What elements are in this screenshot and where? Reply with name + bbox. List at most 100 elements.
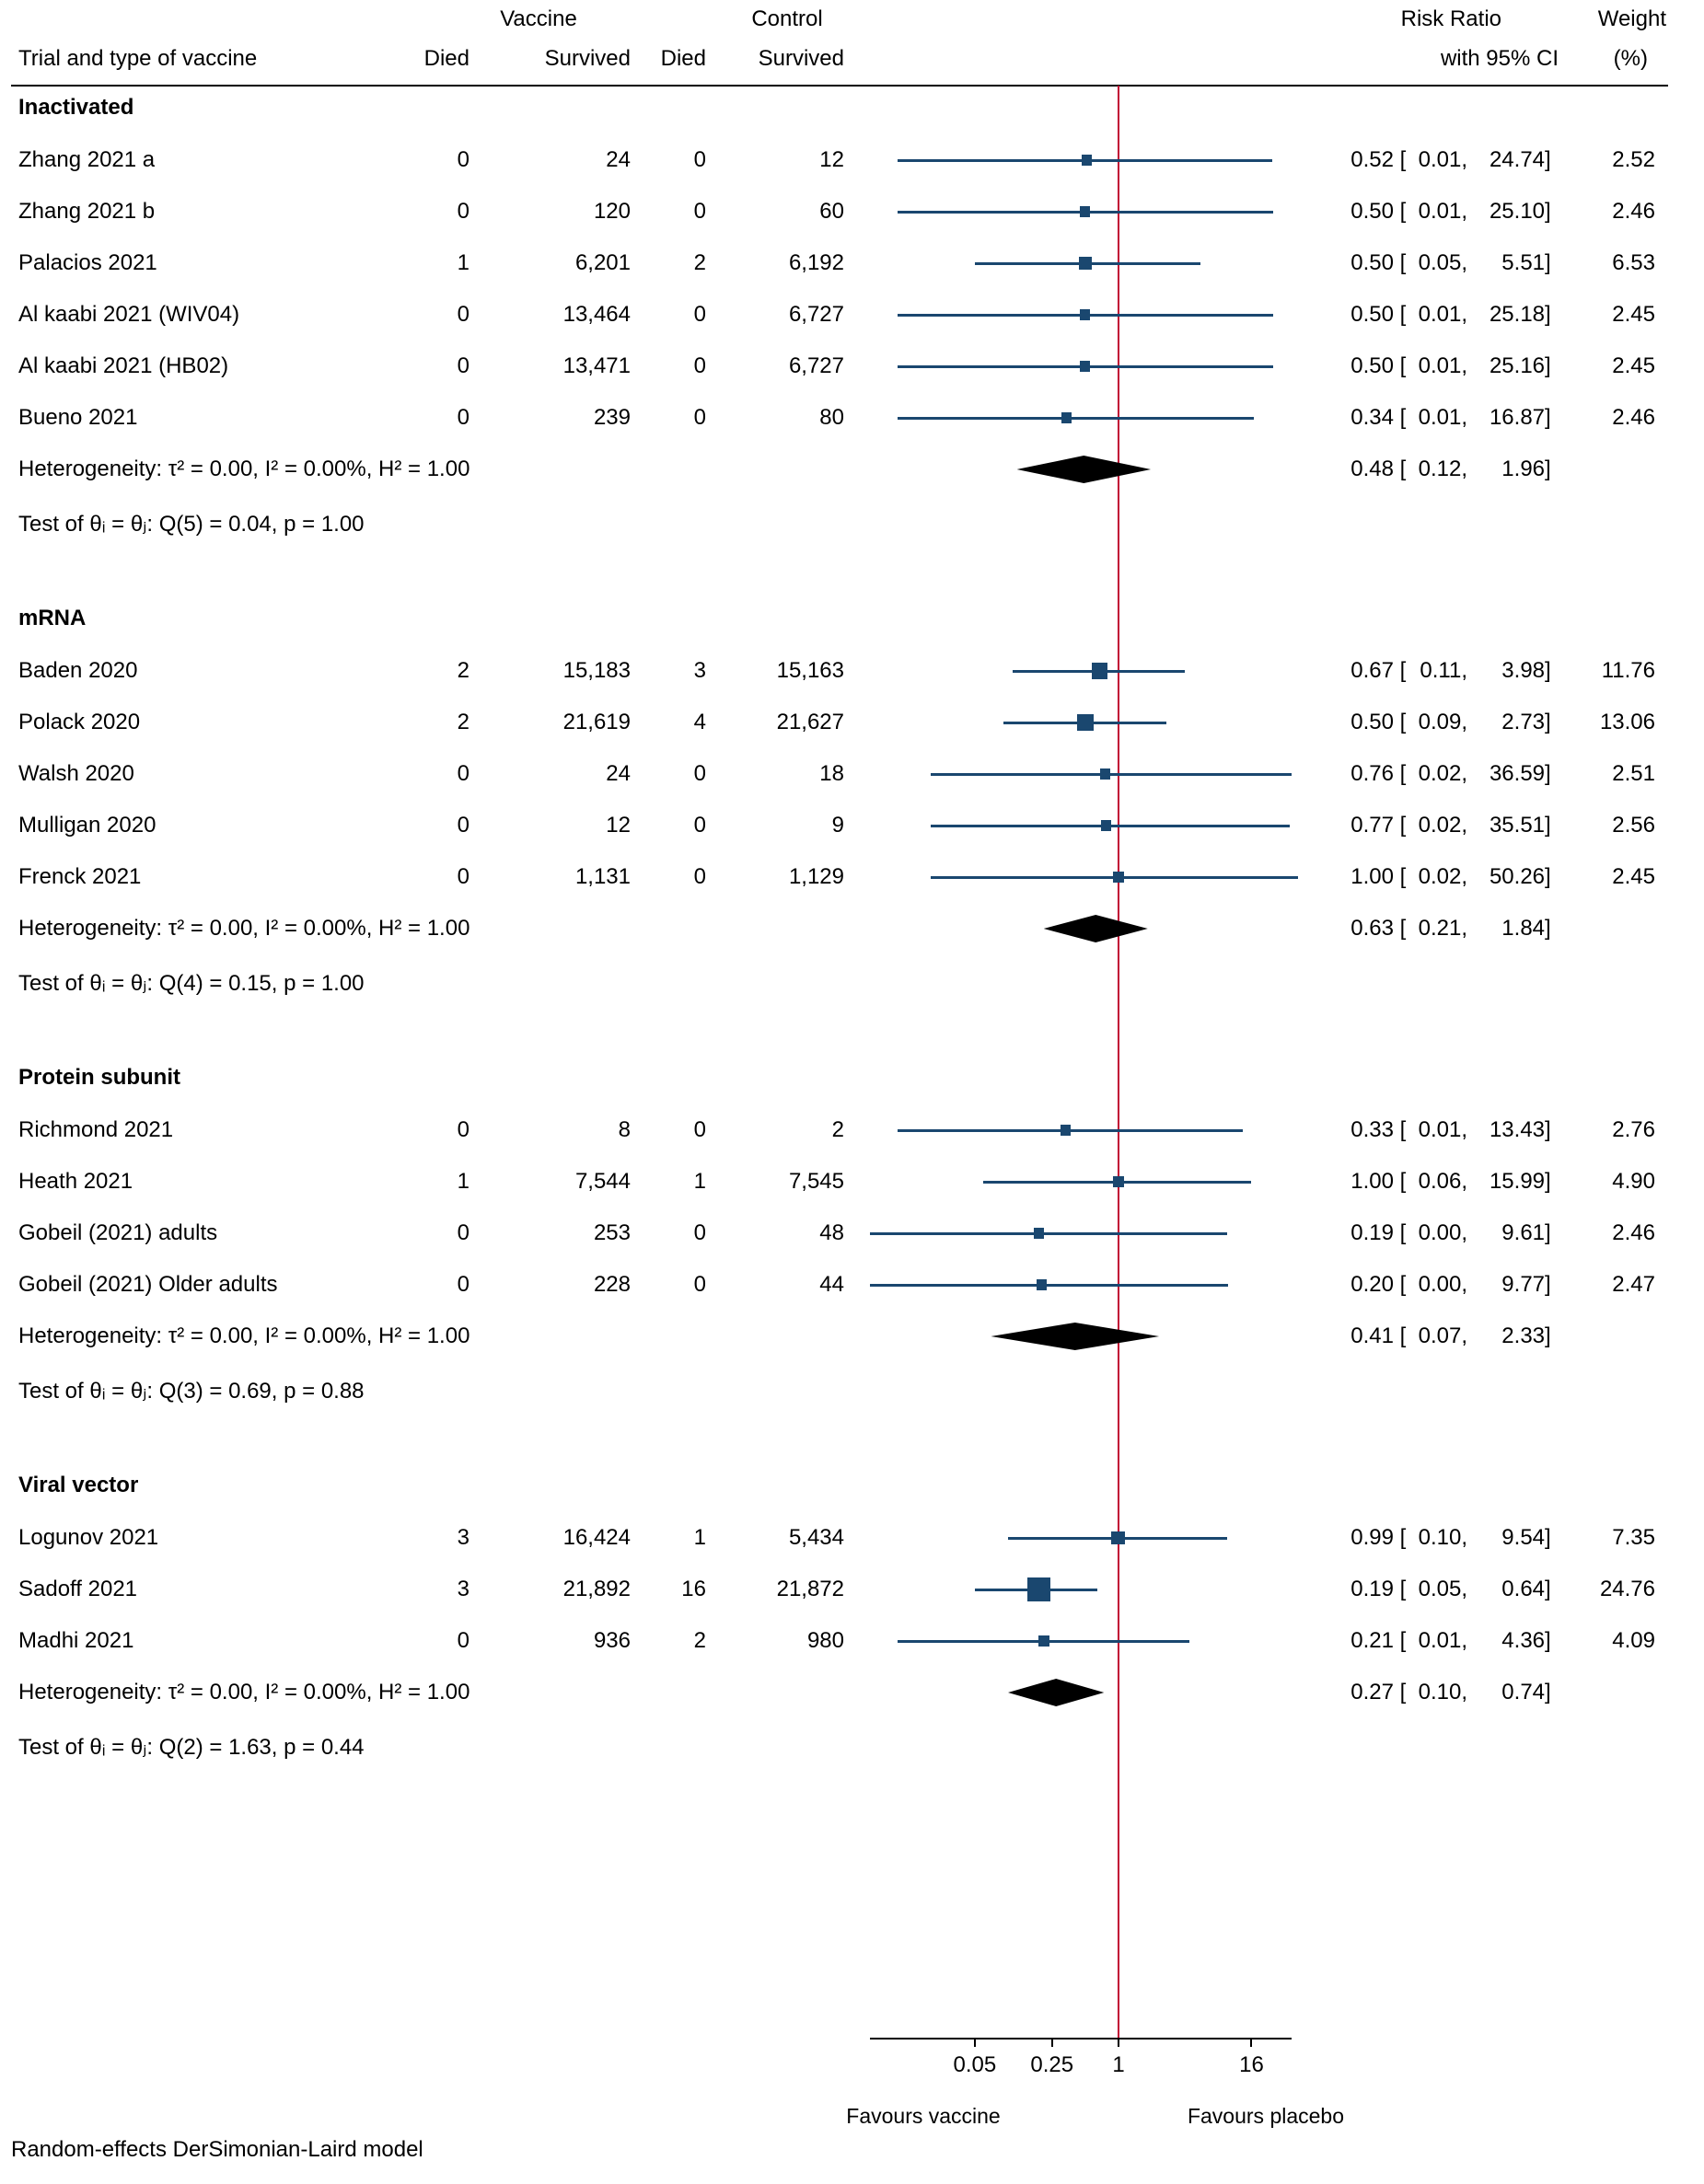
col-header-vaccine: Vaccine: [500, 6, 577, 31]
control-died: 0: [693, 353, 706, 378]
trial-name: Baden 2020: [18, 658, 138, 683]
vaccine-survived: 120: [593, 199, 631, 224]
effect-square: [1037, 1635, 1049, 1647]
vaccine-survived: 24: [606, 761, 631, 786]
col-header-control-died: Died: [660, 46, 706, 71]
weight-value: 4.09: [1612, 1628, 1655, 1653]
pooled-risk-ratio-ci: 0.27 [0.10, 0.74]: [1350, 1680, 1551, 1704]
trial-name: Logunov 2021: [18, 1525, 159, 1550]
vaccine-died: 0: [457, 405, 469, 430]
pooled-risk-ratio-ci: 0.63 [0.21, 1.84]: [1350, 916, 1551, 941]
reference-line: [1118, 86, 1119, 2038]
effect-square: [1079, 257, 1092, 270]
effect-square: [1080, 309, 1091, 320]
trial-name: Zhang 2021 a: [18, 147, 156, 172]
vaccine-survived: 13,471: [562, 353, 631, 378]
risk-ratio-ci: 0.52 [0.01, 24.74]: [1350, 147, 1551, 172]
risk-ratio-ci: 0.76 [0.02, 36.59]: [1350, 761, 1551, 786]
control-died: 1: [693, 1169, 706, 1194]
control-died: 2: [693, 1628, 706, 1653]
risk-ratio-ci: 0.19 [0.00, 9.61]: [1350, 1220, 1551, 1245]
trial-name: Mulligan 2020: [18, 813, 156, 838]
control-died: 0: [693, 1272, 706, 1297]
risk-ratio-ci: 1.00 [0.06, 15.99]: [1350, 1169, 1551, 1194]
control-survived: 60: [819, 199, 844, 224]
control-survived: 5,434: [788, 1525, 844, 1550]
trial-name: Gobeil (2021) adults: [18, 1220, 218, 1245]
control-survived: 1,129: [788, 864, 844, 889]
effect-square: [1076, 714, 1094, 731]
axis-tick: [1118, 2038, 1119, 2047]
effect-square: [1033, 1228, 1044, 1239]
group-label: mRNA: [18, 606, 87, 630]
trial-name: Zhang 2021 b: [18, 199, 156, 224]
trial-name: Al kaabi 2021 (WIV04): [18, 302, 240, 327]
risk-ratio-ci: 0.50 [0.01, 25.10]: [1350, 199, 1551, 224]
control-died: 0: [693, 1220, 706, 1245]
group-label: Viral vector: [18, 1473, 139, 1497]
col-header-weight: Weight: [1597, 6, 1666, 31]
col-header-control: Control: [751, 6, 823, 31]
effect-square: [1082, 155, 1093, 166]
vaccine-survived: 24: [606, 147, 631, 172]
weight-value: 2.52: [1612, 147, 1655, 172]
control-survived: 15,163: [776, 658, 844, 683]
effect-square: [1091, 663, 1107, 679]
weight-value: 2.51: [1612, 761, 1655, 786]
vaccine-died: 2: [457, 710, 469, 734]
axis-tick: [973, 2038, 976, 2047]
vaccine-died: 3: [457, 1577, 469, 1601]
weight-value: 11.76: [1601, 658, 1655, 683]
trial-name: Frenck 2021: [18, 864, 142, 889]
vaccine-died: 0: [457, 813, 469, 838]
group-label: Inactivated: [18, 95, 134, 120]
col-header-with-ci: with 95% CI: [1440, 46, 1559, 71]
ci-line: [898, 416, 1255, 420]
effect-square: [1100, 820, 1111, 831]
vaccine-survived: 8: [618, 1117, 631, 1142]
effect-square: [1036, 1279, 1047, 1290]
vaccine-survived: 228: [593, 1272, 631, 1297]
heterogeneity-text: Heterogeneity: τ² = 0.00, I² = 0.00%, H²…: [18, 916, 470, 941]
control-survived: 2: [831, 1117, 844, 1142]
effect-square: [1080, 361, 1091, 372]
vaccine-died: 0: [457, 353, 469, 378]
vaccine-survived: 936: [593, 1628, 631, 1653]
axis-tick: [1250, 2038, 1253, 2047]
vaccine-survived: 21,892: [562, 1577, 631, 1601]
control-survived: 6,192: [788, 250, 844, 275]
vaccine-died: 0: [457, 1628, 469, 1653]
control-survived: 48: [819, 1220, 844, 1245]
risk-ratio-ci: 0.34 [0.01, 16.87]: [1350, 405, 1551, 430]
trial-name: Polack 2020: [18, 710, 141, 734]
control-died: 1: [693, 1525, 706, 1550]
col-header-control-survived: Survived: [758, 46, 844, 71]
heterogeneity-text: Heterogeneity: τ² = 0.00, I² = 0.00%, H²…: [18, 456, 470, 481]
control-died: 0: [693, 813, 706, 838]
col-header-vaccine-died: Died: [423, 46, 469, 71]
vaccine-died: 0: [457, 147, 469, 172]
vaccine-survived: 239: [593, 405, 631, 430]
trial-name: Madhi 2021: [18, 1628, 134, 1653]
risk-ratio-ci: 0.50 [0.01, 25.18]: [1350, 302, 1551, 327]
weight-value: 2.45: [1612, 864, 1655, 889]
pooled-diamond: [1043, 915, 1148, 942]
trial-name: Palacios 2021: [18, 250, 157, 275]
test-text: Test of θᵢ = θⱼ: Q(4) = 0.15, p = 1.00: [18, 971, 365, 996]
test-text: Test of θᵢ = θⱼ: Q(3) = 0.69, p = 0.88: [18, 1379, 365, 1404]
vaccine-died: 0: [457, 1117, 469, 1142]
control-survived: 9: [831, 813, 844, 838]
ci-line: [870, 1283, 1228, 1287]
control-survived: 7,545: [788, 1169, 844, 1194]
effect-square: [1112, 1175, 1125, 1188]
pooled-risk-ratio-ci: 0.41 [0.07, 2.33]: [1350, 1323, 1551, 1348]
vaccine-survived: 15,183: [562, 658, 631, 683]
vaccine-survived: 13,464: [562, 302, 631, 327]
vaccine-died: 0: [457, 302, 469, 327]
weight-value: 2.46: [1612, 199, 1655, 224]
control-survived: 80: [819, 405, 844, 430]
trial-name: Sadoff 2021: [18, 1577, 138, 1601]
control-survived: 6,727: [788, 302, 844, 327]
weight-value: 13.06: [1599, 710, 1655, 734]
trial-name: Al kaabi 2021 (HB02): [18, 353, 229, 378]
